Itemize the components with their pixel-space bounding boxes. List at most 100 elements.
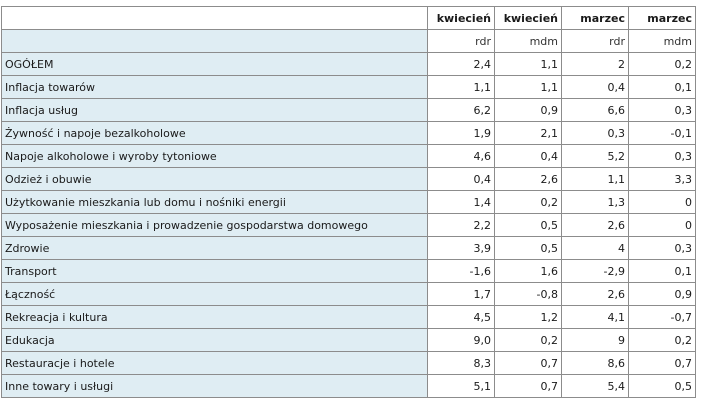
value-cell: 0,9 xyxy=(628,282,696,306)
table-row: Edukacja 9,0 0,2 9 0,2 xyxy=(1,328,696,352)
value-cell: 1,2 xyxy=(494,305,562,329)
column-header-month: kwiecień xyxy=(494,6,562,30)
value-cell: 2,1 xyxy=(494,121,562,145)
value-cell: 8,6 xyxy=(561,351,629,375)
table-row: Łączność 1,7 -0,8 2,6 0,9 xyxy=(1,282,696,306)
row-label: Rekreacja i kultura xyxy=(1,305,428,329)
value-cell: 0,1 xyxy=(628,75,696,99)
column-header-month: marzec xyxy=(628,6,696,30)
value-cell: 5,1 xyxy=(427,374,495,398)
column-unit: mdm xyxy=(628,29,696,53)
value-cell: 9,0 xyxy=(427,328,495,352)
value-cell: 1,3 xyxy=(561,190,629,214)
value-cell: 1,1 xyxy=(427,75,495,99)
value-cell: 1,1 xyxy=(494,75,562,99)
value-cell: 0,2 xyxy=(628,328,696,352)
column-unit: mdm xyxy=(494,29,562,53)
value-cell: 0 xyxy=(628,213,696,237)
row-label: Zdrowie xyxy=(1,236,428,260)
value-cell: 2,6 xyxy=(561,213,629,237)
value-cell: 1,6 xyxy=(494,259,562,283)
header-corner-cell xyxy=(1,6,428,30)
value-cell: 1,9 xyxy=(427,121,495,145)
row-label: Inflacja towarów xyxy=(1,75,428,99)
value-cell: 3,9 xyxy=(427,236,495,260)
value-cell: 9 xyxy=(561,328,629,352)
value-cell: 0,1 xyxy=(628,259,696,283)
value-cell: 2,4 xyxy=(427,52,495,76)
table-row: Odzież i obuwie 0,4 2,6 1,1 3,3 xyxy=(1,167,696,191)
value-cell: 0,4 xyxy=(427,167,495,191)
row-label: Napoje alkoholowe i wyroby tytoniowe xyxy=(1,144,428,168)
value-cell: 0,5 xyxy=(494,236,562,260)
value-cell: 0,2 xyxy=(494,190,562,214)
table-row: Inne towary i usługi 5,1 0,7 5,4 0,5 xyxy=(1,374,696,398)
table-row: Inflacja usług 6,2 0,9 6,6 0,3 xyxy=(1,98,696,122)
table-row: Rekreacja i kultura 4,5 1,2 4,1 -0,7 xyxy=(1,305,696,329)
table-row: Restauracje i hotele 8,3 0,7 8,6 0,7 xyxy=(1,351,696,375)
table-row: Wyposażenie mieszkania i prowadzenie gos… xyxy=(1,213,696,237)
value-cell: 0,7 xyxy=(628,351,696,375)
header-row-months: kwiecień kwiecień marzec marzec xyxy=(1,6,696,30)
value-cell: -0,1 xyxy=(628,121,696,145)
row-label: Inflacja usług xyxy=(1,98,428,122)
value-cell: 1,1 xyxy=(494,52,562,76)
units-corner-cell xyxy=(1,29,428,53)
value-cell: 4 xyxy=(561,236,629,260)
row-label: Restauracje i hotele xyxy=(1,351,428,375)
value-cell: 0,5 xyxy=(494,213,562,237)
table-row: Zdrowie 3,9 0,5 4 0,3 xyxy=(1,236,696,260)
value-cell: 2,6 xyxy=(494,167,562,191)
value-cell: 4,1 xyxy=(561,305,629,329)
value-cell: 5,4 xyxy=(561,374,629,398)
value-cell: 0,3 xyxy=(628,144,696,168)
value-cell: 4,5 xyxy=(427,305,495,329)
row-label: OGÓŁEM xyxy=(1,52,428,76)
value-cell: 3,3 xyxy=(628,167,696,191)
value-cell: 2,2 xyxy=(427,213,495,237)
inflation-table: kwiecień kwiecień marzec marzec rdr mdm … xyxy=(1,6,696,398)
value-cell: -0,8 xyxy=(494,282,562,306)
value-cell: 1,7 xyxy=(427,282,495,306)
row-label: Inne towary i usługi xyxy=(1,374,428,398)
table-row: OGÓŁEM 2,4 1,1 2 0,2 xyxy=(1,52,696,76)
table-row: Użytkowanie mieszkania lub domu i nośnik… xyxy=(1,190,696,214)
value-cell: 5,2 xyxy=(561,144,629,168)
table-row: Inflacja towarów 1,1 1,1 0,4 0,1 xyxy=(1,75,696,99)
column-header-month: kwiecień xyxy=(427,6,495,30)
value-cell: 2 xyxy=(561,52,629,76)
value-cell: 2,6 xyxy=(561,282,629,306)
value-cell: 1,1 xyxy=(561,167,629,191)
value-cell: 0,4 xyxy=(561,75,629,99)
value-cell: 0,5 xyxy=(628,374,696,398)
value-cell: 0,7 xyxy=(494,351,562,375)
row-label: Wyposażenie mieszkania i prowadzenie gos… xyxy=(1,213,428,237)
value-cell: 4,6 xyxy=(427,144,495,168)
value-cell: 1,4 xyxy=(427,190,495,214)
column-header-month: marzec xyxy=(561,6,629,30)
value-cell: 0,3 xyxy=(561,121,629,145)
row-label: Edukacja xyxy=(1,328,428,352)
table-row: Transport -1,6 1,6 -2,9 0,1 xyxy=(1,259,696,283)
value-cell: 0,9 xyxy=(494,98,562,122)
value-cell: 6,2 xyxy=(427,98,495,122)
value-cell: 0,2 xyxy=(494,328,562,352)
value-cell: 0,4 xyxy=(494,144,562,168)
row-label: Żywność i napoje bezalkoholowe xyxy=(1,121,428,145)
table-row: Napoje alkoholowe i wyroby tytoniowe 4,6 0… xyxy=(1,144,696,168)
value-cell: 0,2 xyxy=(628,52,696,76)
table-row: Żywność i napoje bezalkoholowe 1,9 2,1 0,3-… xyxy=(1,121,696,145)
row-label: Użytkowanie mieszkania lub domu i nośnik… xyxy=(1,190,428,214)
value-cell: 6,6 xyxy=(561,98,629,122)
value-cell: 0,3 xyxy=(628,236,696,260)
column-unit: rdr xyxy=(427,29,495,53)
row-label: Odzież i obuwie xyxy=(1,167,428,191)
column-unit: rdr xyxy=(561,29,629,53)
value-cell: 0 xyxy=(628,190,696,214)
value-cell: -0,7 xyxy=(628,305,696,329)
value-cell: 8,3 xyxy=(427,351,495,375)
value-cell: 0,7 xyxy=(494,374,562,398)
value-cell: 0,3 xyxy=(628,98,696,122)
row-label: Transport xyxy=(1,259,428,283)
header-row-units: rdr mdm rdr mdm xyxy=(1,29,696,53)
